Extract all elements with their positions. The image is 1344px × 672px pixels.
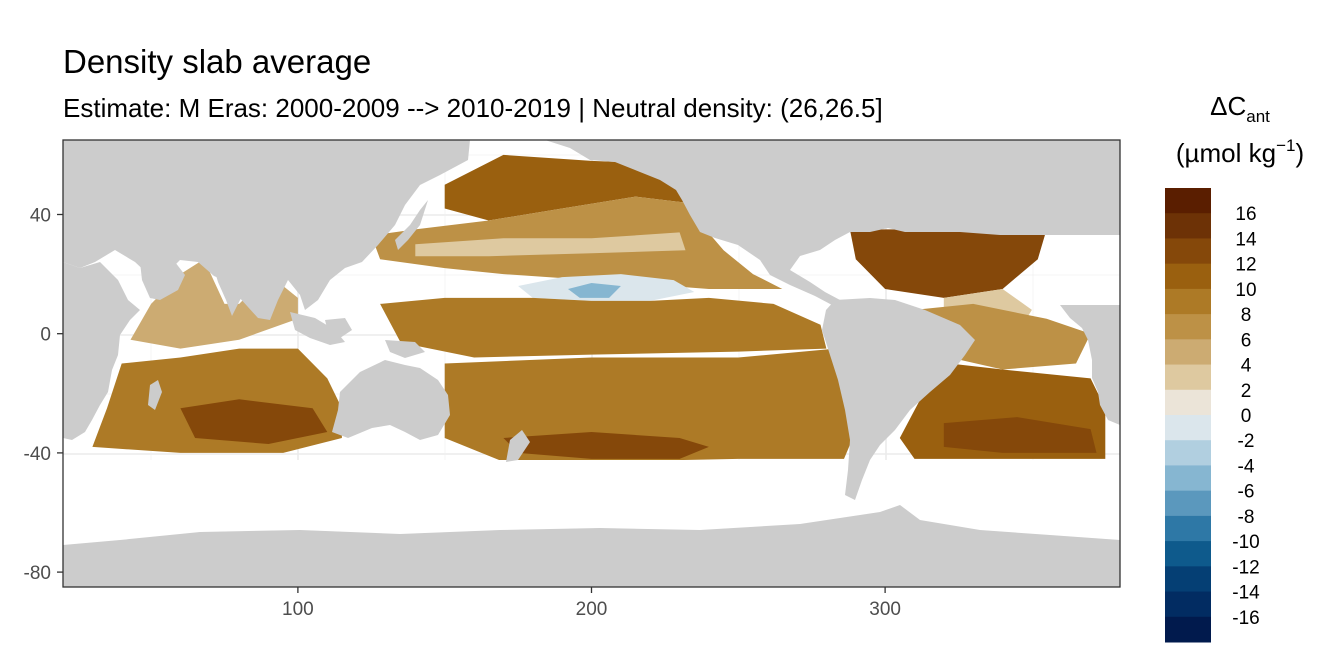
legend-label--4: -4 [1238, 456, 1255, 477]
legend-swatch--16--14 [1165, 591, 1211, 618]
y-tick-label-0: 0 [40, 325, 51, 346]
land-arabia [140, 262, 185, 300]
ocean-data-layer [92, 154, 1106, 462]
legend-swatch-0-2 [1165, 389, 1211, 416]
legend-swatch-4-6 [1165, 339, 1211, 366]
legend-swatch--8--6 [1165, 490, 1211, 517]
land-india [212, 262, 252, 316]
no-data-southern-band [63, 460, 1120, 538]
land-south-america [822, 298, 975, 500]
land-australia [332, 360, 450, 440]
legend-swatch--2-0 [1165, 415, 1211, 441]
land-masses [63, 140, 1120, 587]
land-japan [395, 200, 428, 250]
legend-swatch-16-18 [1165, 188, 1211, 214]
legend-label--10: -10 [1232, 532, 1259, 553]
legend: ΔCant (µmol kg−1) 16 14 12 10 8 6 4 2 0 -2 -4 -6 -8 -… [1165, 91, 1304, 643]
land-sea-islands [290, 312, 345, 345]
ocean-region-north-pacific-north [444, 154, 695, 221]
ocean-region-equatorial-pacific [380, 297, 827, 358]
legend-swatch-10-12 [1165, 263, 1211, 290]
legend-label--6: -6 [1238, 482, 1255, 503]
legend-swatch--10--8 [1165, 515, 1211, 542]
legend-swatch-12-14 [1165, 238, 1211, 265]
y-tick-label-40: 40 [30, 206, 51, 227]
legend-label--2: -2 [1238, 431, 1255, 452]
legend-label-8: 8 [1241, 305, 1252, 326]
legend-label-14: 14 [1235, 229, 1257, 250]
chart-title: Density slab average [63, 43, 372, 80]
land-borneo [325, 318, 352, 338]
legend-swatch--6--4 [1165, 465, 1211, 492]
land-greenland [1010, 140, 1080, 185]
legend-title: ΔCant [1210, 91, 1270, 126]
ocean-region-south-pacific-core [503, 432, 709, 459]
land-central-america [760, 260, 840, 305]
x-tick-label-300: 300 [869, 599, 901, 620]
legend-unit: (µmol kg−1) [1176, 136, 1304, 168]
legend-colorbar [1165, 188, 1211, 643]
ocean-region-north-atlantic [849, 229, 1047, 298]
legend-label-12: 12 [1235, 255, 1256, 276]
legend-label--8: -8 [1238, 507, 1255, 528]
legend-swatch--18--16 [1165, 616, 1211, 643]
land-antarctica [63, 505, 1120, 587]
legend-swatch--14--12 [1165, 566, 1211, 593]
legend-swatch-14-16 [1165, 213, 1211, 239]
land-north-america [545, 140, 1120, 272]
ocean-region-indian-ocean-north [130, 259, 298, 349]
legend-label--12: -12 [1232, 557, 1259, 578]
legend-label-4: 4 [1241, 356, 1252, 377]
y-tick-label--40: -40 [24, 444, 51, 465]
land-eurasia [63, 140, 470, 320]
legend-swatch--4--2 [1165, 440, 1211, 466]
legend-swatch-2-4 [1165, 364, 1211, 391]
land-madagascar [148, 380, 162, 410]
legend-label--14: -14 [1232, 583, 1260, 604]
x-axis: 100 200 300 [282, 587, 901, 620]
legend-label--16: -16 [1232, 608, 1259, 629]
land-africa-west [1060, 305, 1120, 425]
chart-subtitle: Estimate: M Eras: 2000-2009 --> 2010-201… [63, 93, 883, 123]
ocean-region-central-pacific-core [568, 283, 621, 298]
x-tick-label-100: 100 [282, 599, 314, 620]
legend-label-16: 16 [1235, 204, 1256, 225]
legend-swatch-8-10 [1165, 288, 1211, 315]
ocean-region-south-atlantic-core [943, 417, 1097, 453]
land-new-zealand [506, 430, 530, 462]
legend-swatch--12--10 [1165, 541, 1211, 567]
land-africa [63, 262, 140, 440]
legend-label-6: 6 [1241, 330, 1252, 351]
legend-label-10: 10 [1235, 280, 1256, 301]
ocean-region-indian-ocean-core [180, 399, 328, 444]
legend-label-2: 2 [1241, 381, 1252, 402]
ocean-region-south-pacific [444, 348, 853, 462]
land-new-guinea [385, 340, 425, 358]
legend-swatch-6-8 [1165, 314, 1211, 340]
x-tick-label-200: 200 [576, 599, 608, 620]
legend-labels: 16 14 12 10 8 6 4 2 0 -2 -4 -6 -8 -10 -12 -14 -16 [1232, 204, 1260, 629]
y-tick-label--80: -80 [24, 563, 51, 584]
legend-label-0: 0 [1241, 406, 1252, 427]
y-axis: 40 0 -40 -80 [24, 206, 63, 584]
ocean-region-kuroshio-band [415, 232, 686, 257]
